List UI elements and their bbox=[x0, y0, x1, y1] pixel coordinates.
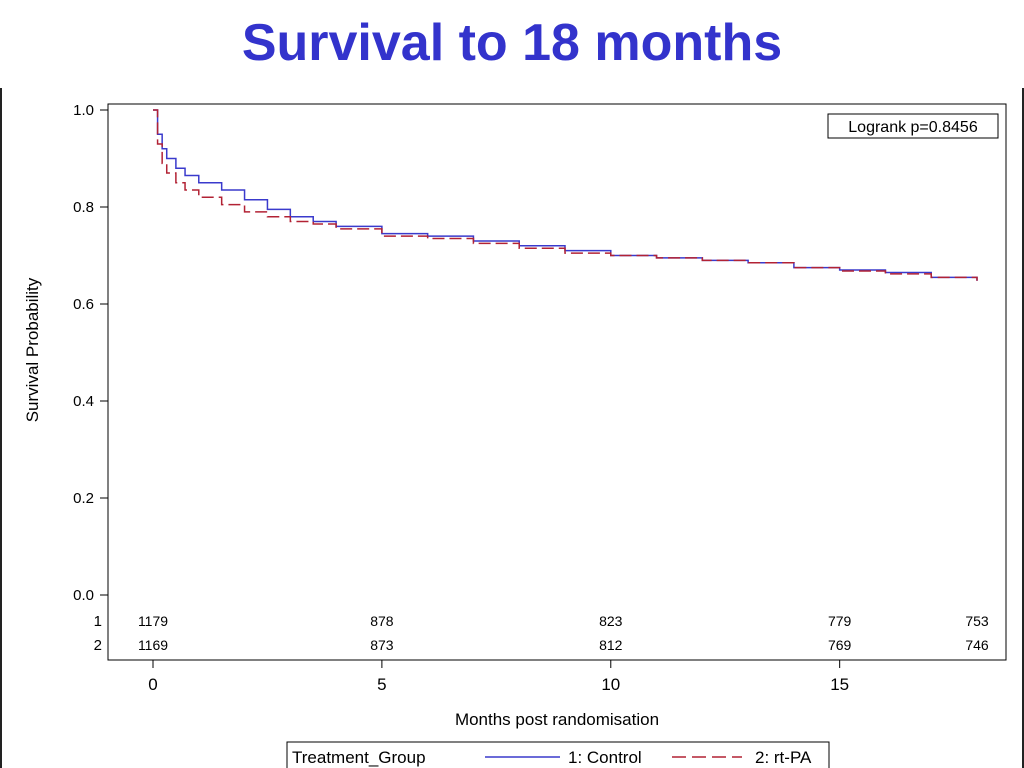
at-risk-row-label: 1 bbox=[94, 613, 102, 630]
at-risk-value: 779 bbox=[828, 613, 852, 629]
legend: Treatment_Group 1: Control 2: rt-PA bbox=[286, 741, 830, 768]
series-lines bbox=[153, 109, 978, 281]
y-tick-label: 0.4 bbox=[73, 393, 94, 410]
at-risk-value: 753 bbox=[965, 613, 989, 629]
at-risk-value: 746 bbox=[965, 637, 989, 653]
y-tick-label: 0.6 bbox=[73, 296, 94, 313]
x-tick-label: 10 bbox=[601, 675, 620, 694]
series-line-control bbox=[153, 109, 978, 281]
at-risk-value: 823 bbox=[599, 613, 623, 629]
at-risk-row-label: 2 bbox=[94, 637, 102, 654]
at-risk-value: 769 bbox=[828, 637, 852, 653]
slide-title: Survival to 18 months bbox=[241, 14, 783, 72]
x-tick-label: 0 bbox=[148, 675, 157, 694]
legend-title: Treatment_Group bbox=[292, 748, 426, 767]
x-axis: 0 5 10 15 bbox=[148, 660, 849, 694]
legend-frame bbox=[286, 741, 830, 768]
legend-entry-rtpa: 2: rt-PA bbox=[755, 748, 812, 767]
at-risk-value: 873 bbox=[370, 637, 394, 653]
x-tick-label: 5 bbox=[377, 675, 386, 694]
plot-area-frame bbox=[107, 103, 1007, 661]
at-risk-value: 812 bbox=[599, 637, 623, 653]
y-tick-label: 0.8 bbox=[73, 199, 94, 216]
figure-frame bbox=[0, 88, 1024, 768]
at-risk-value: 1169 bbox=[138, 637, 168, 653]
y-axis: 0.0 0.2 0.4 0.6 0.8 1.0 bbox=[73, 102, 108, 604]
y-tick-label: 0.0 bbox=[73, 587, 94, 604]
logrank-annotation: Logrank p=0.8456 bbox=[848, 119, 978, 136]
x-axis-label: Months post randomisation bbox=[455, 710, 659, 729]
y-tick-label: 0.2 bbox=[73, 490, 94, 507]
x-tick-label: 15 bbox=[830, 675, 849, 694]
logrank-box bbox=[827, 113, 999, 139]
at-risk-value: 1179 bbox=[138, 613, 168, 629]
at-risk-table: 1 1179 878 823 779 753 2 1169 873 812 769 746 bbox=[94, 613, 989, 654]
legend-entry-control: 1: Control bbox=[568, 748, 642, 767]
at-risk-value: 878 bbox=[370, 613, 394, 629]
y-tick-label: 1.0 bbox=[73, 102, 94, 119]
y-axis-label: Survival Probability bbox=[23, 277, 42, 422]
